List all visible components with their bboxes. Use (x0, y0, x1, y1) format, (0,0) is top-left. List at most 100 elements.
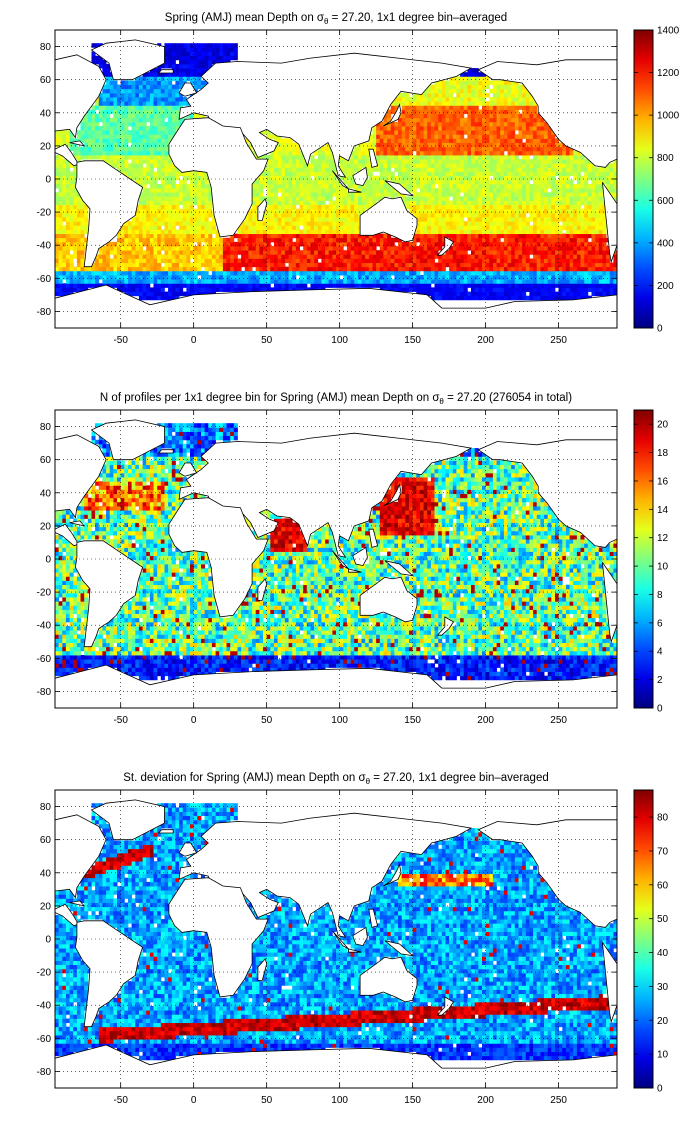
heatmap-cell (606, 266, 611, 272)
heatmap-cell (179, 221, 184, 226)
heatmap-cell (587, 266, 592, 272)
heatmap-cell (325, 179, 330, 185)
heatmap-cell (489, 204, 494, 210)
heatmap-cell (587, 225, 592, 230)
heatmap-cell (325, 142, 330, 148)
heatmap-cell (452, 225, 457, 230)
heatmap-cell (474, 192, 479, 197)
heatmap-cell (204, 254, 209, 259)
heatmap-cell (423, 188, 428, 193)
heatmap-cell (419, 279, 424, 284)
heatmap-cell (368, 196, 373, 201)
heatmap-cell (237, 229, 242, 235)
heatmap-cell (128, 146, 133, 152)
heatmap-cell (445, 270, 450, 276)
heatmap-cell (507, 237, 512, 243)
heatmap-cell (598, 192, 603, 197)
heatmap-cell (485, 283, 490, 288)
heatmap-cell (241, 221, 246, 226)
heatmap-cell (456, 146, 461, 152)
heatmap-cell (102, 121, 107, 127)
heatmap-cell (244, 250, 249, 255)
heatmap-cell (55, 241, 60, 247)
heatmap-cell (576, 184, 581, 189)
heatmap-cell (438, 163, 443, 168)
heatmap-cell (478, 221, 483, 226)
heatmap-cell (65, 184, 70, 189)
heatmap-cell (248, 217, 253, 222)
heatmap-cell (536, 295, 541, 301)
heatmap-cell (73, 279, 78, 284)
heatmap-cell (595, 212, 600, 218)
heatmap-cell (288, 221, 293, 226)
heatmap-cell (547, 291, 552, 297)
heatmap-cell (547, 171, 552, 177)
heatmap-cell (544, 175, 549, 181)
heatmap-cell (416, 279, 421, 284)
heatmap-cell (190, 266, 195, 272)
heatmap-cell (274, 266, 279, 272)
heatmap-cell (474, 241, 479, 247)
heatmap-cell (456, 134, 461, 139)
heatmap-cell (354, 146, 359, 152)
heatmap-cell (325, 171, 330, 177)
heatmap-cell (120, 250, 125, 255)
heatmap-cell (168, 270, 173, 276)
heatmap-cell (518, 138, 523, 143)
heatmap-cell (193, 192, 198, 197)
heatmap-cell (149, 130, 154, 135)
heatmap-cell (252, 225, 257, 230)
heatmap-cell (65, 171, 70, 177)
heatmap-cell (113, 250, 118, 255)
heatmap-cell (248, 212, 253, 218)
heatmap-cell (186, 287, 191, 292)
heatmap-cell (580, 179, 585, 185)
heatmap-cell (284, 270, 289, 276)
heatmap-cell (299, 150, 304, 156)
heatmap-cell (190, 221, 195, 226)
heatmap-cell (613, 179, 617, 185)
heatmap-cell (186, 233, 191, 239)
heatmap-cell (507, 225, 512, 230)
heatmap-cell (73, 196, 78, 201)
heatmap-cell (449, 221, 454, 226)
heatmap-cell (160, 138, 165, 143)
heatmap-cell (117, 126, 122, 131)
heatmap-cell (416, 184, 421, 189)
heatmap-cell (547, 221, 552, 226)
heatmap-cell (540, 142, 545, 148)
heatmap-cell (95, 270, 100, 276)
heatmap-cell (478, 217, 483, 222)
heatmap-cell (467, 200, 472, 206)
heatmap-cell (336, 279, 341, 284)
heatmap-cell (368, 270, 373, 276)
heatmap-cell (489, 266, 494, 272)
heatmap-cell (562, 291, 567, 297)
heatmap-cell (434, 208, 439, 214)
heatmap-cell (164, 241, 169, 247)
heatmap-cell (284, 246, 289, 251)
heatmap-cell (379, 237, 384, 243)
heatmap-cell (138, 138, 143, 143)
heatmap-cell (434, 155, 439, 160)
heatmap-cell (277, 258, 282, 264)
heatmap-cell (565, 217, 570, 222)
heatmap-cell (281, 200, 286, 206)
heatmap-cell (376, 146, 381, 152)
heatmap-cell (474, 270, 479, 276)
heatmap-cell (376, 241, 381, 247)
heatmap-cell (131, 279, 136, 284)
heatmap-cell (288, 138, 293, 143)
heatmap-cell (208, 233, 213, 239)
heatmap-cell (354, 217, 359, 222)
heatmap-cell (201, 188, 206, 193)
heatmap-cell (292, 262, 297, 268)
heatmap-cell (295, 262, 300, 268)
heatmap-cell (306, 192, 311, 197)
heatmap-cell (365, 150, 370, 156)
heatmap-cell (558, 291, 563, 297)
heatmap-cell (281, 159, 286, 164)
heatmap-cell (547, 283, 552, 288)
heatmap-cell (208, 196, 213, 201)
heatmap-cell (544, 258, 549, 264)
